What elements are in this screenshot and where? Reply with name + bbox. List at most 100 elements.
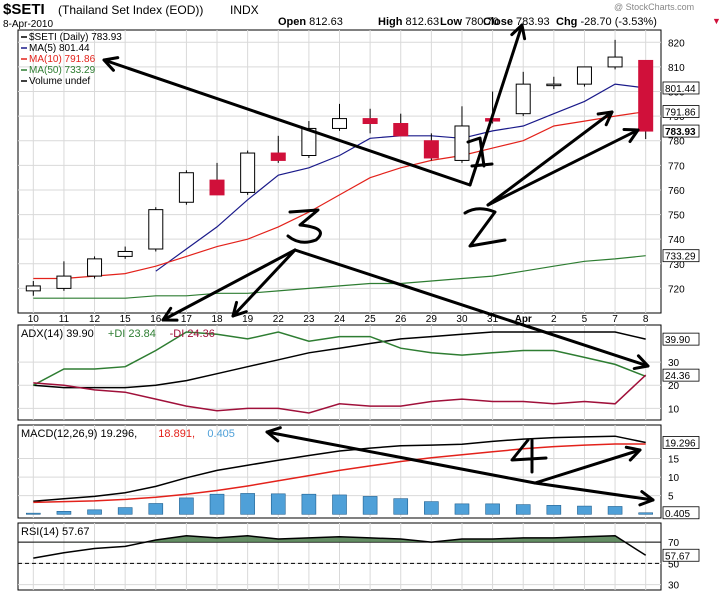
y-tick-label: 760 — [668, 186, 685, 197]
ohlc-item: Close 783.93 — [483, 16, 550, 28]
last-value-label: 0.405 — [665, 509, 690, 520]
ohlc-label: Open — [278, 16, 309, 28]
x-tick-label: 5 — [582, 314, 588, 325]
macd-hist-bar — [148, 503, 164, 515]
y-tick-label: 810 — [668, 63, 685, 74]
annotation-digit-1: 1 — [466, 136, 494, 168]
macd-hist-bar — [485, 503, 500, 515]
watermark: @ StockCharts.com — [614, 2, 694, 12]
legend-entry: 0.405 — [207, 428, 235, 440]
candle-body — [178, 172, 194, 203]
macd-hist-bar — [179, 497, 194, 515]
ohlc-value: 780.70 — [465, 16, 499, 28]
candle-body — [148, 209, 164, 250]
macd-hist-bar — [26, 512, 41, 515]
y-tick-label: 50 — [668, 559, 680, 570]
arrow-head — [622, 127, 640, 143]
panel-3: 5 10 15 19.296 0.405 MACD(12,26,9) 19.296, 18.… — [17, 424, 700, 520]
macd-hist-bar — [240, 493, 255, 515]
ohlc-label: High — [378, 16, 406, 28]
last-value-label: 24.36 — [665, 371, 690, 382]
x-tick-label: 25 — [365, 314, 377, 325]
macd-hist-bar — [454, 503, 470, 515]
x-tick-label: 15 — [120, 314, 132, 325]
last-value-box — [662, 105, 700, 118]
macd-hist-bar — [209, 493, 225, 515]
last-value-label: 791.86 — [665, 108, 696, 119]
macd-hist-bar — [332, 494, 347, 515]
last-value-box — [662, 548, 700, 562]
y-tick-label: 10 — [668, 473, 680, 484]
chart-date: 8-Apr-2010 — [3, 19, 53, 30]
y-tick-label: 10 — [668, 404, 680, 415]
candle-body — [270, 152, 286, 161]
macd-hist-bar — [393, 498, 409, 515]
last-value-label: 733.29 — [665, 252, 696, 263]
last-value-label: 39.90 — [665, 335, 690, 346]
last-value-box — [662, 249, 700, 263]
ohlc-value: 783.93 — [516, 16, 550, 28]
arrow-head — [231, 300, 248, 318]
series-line — [33, 443, 646, 504]
macd-hist-bar — [362, 496, 378, 515]
x-tick-label: 31 — [487, 314, 499, 325]
series-line — [33, 535, 647, 559]
x-tick-label: 23 — [303, 314, 315, 325]
last-value-label: 801.44 — [665, 84, 696, 95]
macd-hist-bar — [424, 501, 439, 515]
x-tick-label: 16 — [150, 314, 162, 325]
annotation-arrow — [231, 248, 297, 318]
annotation-arrow — [486, 110, 614, 207]
macd-hist-bar — [56, 511, 72, 515]
chart-exchange: INDX — [230, 3, 259, 17]
candle-body — [546, 83, 562, 87]
candle-body — [56, 275, 72, 289]
last-value-box — [662, 124, 700, 138]
y-tick-label: 30 — [668, 358, 680, 369]
x-tick-label: 26 — [395, 314, 407, 325]
y-tick-label: 720 — [668, 284, 685, 295]
candle-body — [117, 250, 133, 257]
legend-entry: MA(5) 801.44 — [29, 43, 90, 54]
arrow-head — [265, 426, 282, 443]
ohlc-item: Low 780.70 — [440, 16, 499, 28]
series-line — [33, 255, 646, 299]
macd-hist-bar — [301, 493, 317, 515]
panel-4: 30 50 70 57.67 RSI(14) 57.67 — [17, 522, 700, 592]
down-arrow-icon: ▼ — [712, 16, 721, 26]
last-value-label: 19.296 — [665, 438, 696, 449]
arrow-head — [102, 56, 120, 72]
ohlc-value: 812.63 — [309, 16, 343, 28]
candle-body — [25, 285, 41, 292]
x-tick-label: 19 — [242, 314, 254, 325]
ohlc-value: 812.63 — [406, 16, 440, 28]
candle-body — [515, 83, 531, 115]
candle-body — [332, 118, 347, 129]
macd-hist-bar — [546, 505, 562, 515]
legend-entry: $SETI (Daily) 783.93 — [29, 32, 122, 43]
legend-entry: +DI 23.84 — [108, 328, 156, 340]
macd-hist-bar — [117, 507, 133, 515]
chart-symbol: $SETI — [3, 1, 45, 18]
candle-body — [240, 152, 256, 193]
ohlc-label: Close — [483, 16, 516, 28]
x-tick-label: 2 — [551, 314, 557, 325]
chart-name: (Thailand Set Index (EOD)) — [58, 3, 203, 17]
series-line — [33, 111, 646, 280]
arrow-head — [632, 354, 650, 371]
macd-hist-bar — [607, 506, 623, 515]
y-tick-label: 5 — [668, 492, 674, 503]
panel-2: 10 20 30 39.90 24.36 ADX(14) 39.90 +DI 23.84 -D… — [17, 324, 700, 421]
arrow-head — [638, 490, 655, 507]
last-value-box — [662, 332, 700, 346]
ohlc-item: High 812.63 — [378, 16, 439, 28]
macd-hist-bar — [515, 504, 531, 515]
x-tick-label: 10 — [28, 314, 40, 325]
ohlc-item: Open 812.63 — [278, 16, 343, 28]
legend-entry: ADX(14) 39.90 — [21, 328, 94, 340]
x-tick-label: 24 — [334, 314, 346, 325]
y-tick-label: 750 — [668, 211, 685, 222]
legend-entry: 18.891, — [158, 428, 195, 440]
legend-entry: MA(50) 733.29 — [29, 65, 96, 76]
